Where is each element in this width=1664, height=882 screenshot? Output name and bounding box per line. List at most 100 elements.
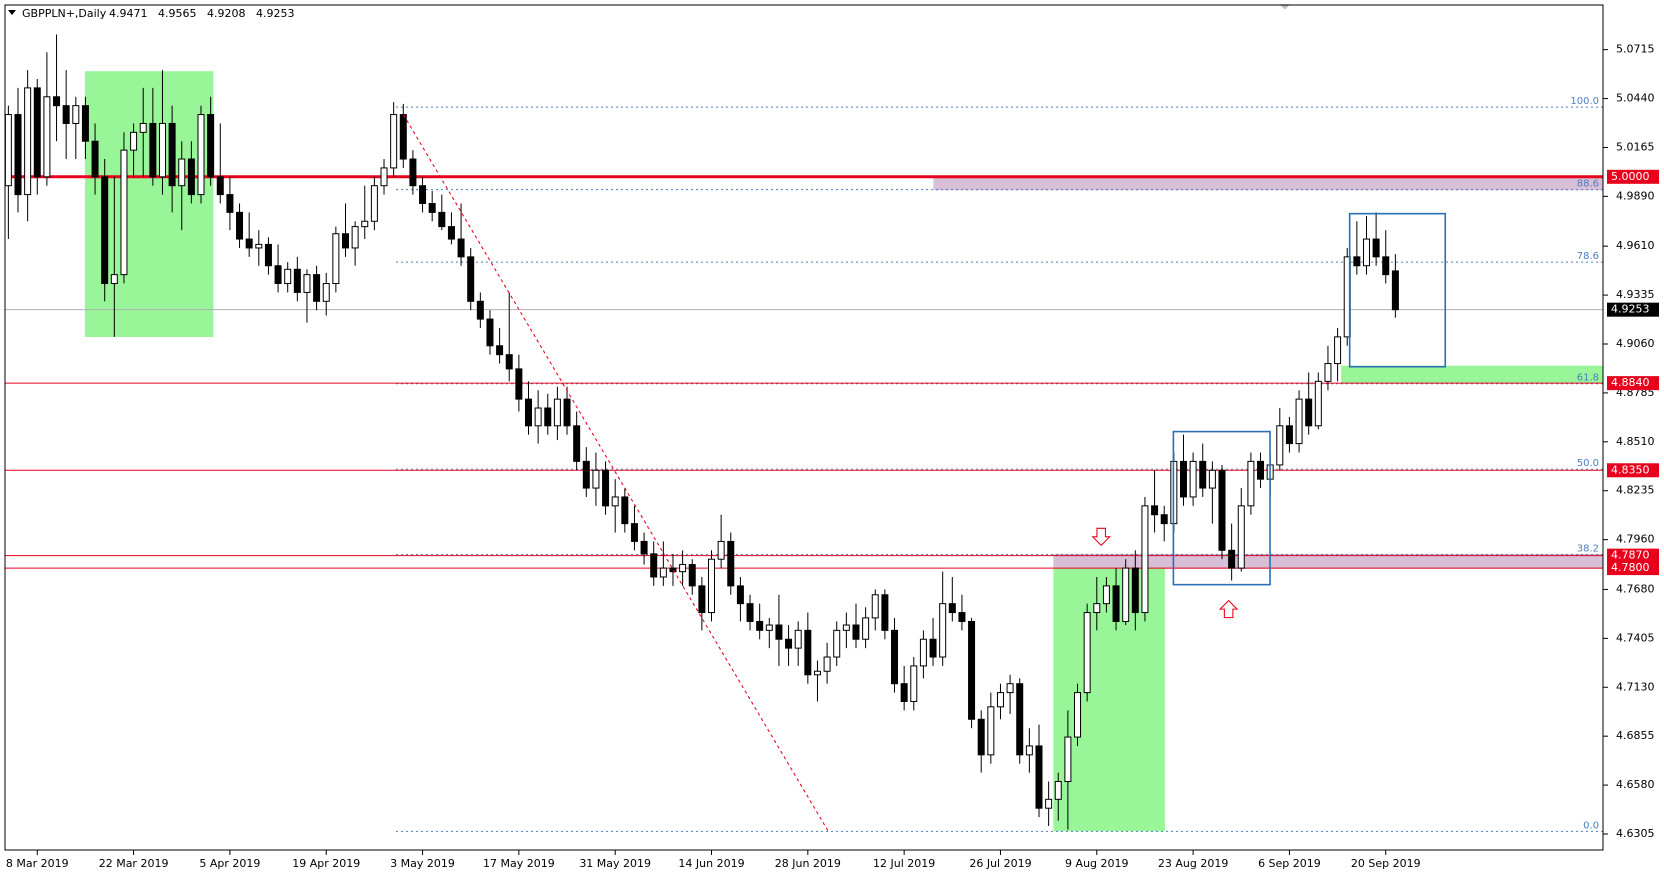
candle-body — [351, 226, 359, 249]
x-tick-label: 17 May 2019 — [483, 857, 555, 870]
candle-body — [1131, 567, 1139, 614]
candle-body — [602, 469, 610, 507]
y-tick-label: 4.6305 — [1616, 827, 1655, 840]
candle-body — [313, 274, 321, 302]
candle-body — [1035, 745, 1043, 809]
candle-body — [939, 603, 947, 658]
candle-body — [968, 620, 976, 720]
candle-body — [688, 564, 696, 587]
level-label: 5.0000 — [1611, 170, 1650, 183]
symbol-title: GBPPLN+,Daily — [22, 7, 107, 20]
candle-body — [1160, 514, 1168, 525]
x-tick-label: 31 May 2019 — [579, 857, 651, 870]
candle-body — [226, 194, 234, 213]
candle-body — [1372, 238, 1380, 258]
candle-body — [1189, 460, 1197, 498]
candle-body — [515, 368, 523, 400]
candle-body — [14, 114, 22, 196]
fib-level-label: 0.0 — [1583, 820, 1599, 831]
level-label-box — [1607, 548, 1659, 563]
level-label-box — [1607, 463, 1659, 478]
x-tick-label: 28 Jun 2019 — [775, 857, 841, 870]
candle-body — [524, 398, 532, 427]
candle-body — [380, 167, 388, 187]
y-tick-label: 4.7960 — [1616, 533, 1655, 546]
candle-body — [573, 425, 581, 462]
y-tick-label: 5.0440 — [1616, 92, 1655, 105]
plot-frame — [4, 4, 1604, 851]
purple-zone — [1053, 553, 1604, 569]
low-value: 4.9208 — [207, 7, 246, 20]
candle-body — [245, 238, 253, 249]
candle-body — [1141, 505, 1149, 614]
candle-body — [332, 233, 340, 285]
trend-line — [403, 114, 829, 832]
candle-body — [862, 617, 870, 640]
scroll-marker — [1279, 4, 1291, 10]
down-arrow — [1091, 527, 1111, 547]
candle-body — [1064, 736, 1072, 783]
candle-body — [958, 612, 966, 622]
header-triangle — [8, 10, 16, 15]
candle-body — [987, 706, 995, 756]
candle-body — [833, 629, 841, 658]
candle-body — [1054, 781, 1062, 800]
x-tick-label: 12 Jul 2019 — [873, 857, 935, 870]
candle-body — [341, 233, 349, 249]
candle-body — [120, 149, 128, 276]
blue-box — [1348, 212, 1447, 368]
candle-body — [236, 211, 244, 240]
level-label-box — [1607, 169, 1659, 184]
candle-body — [679, 564, 687, 573]
up-arrow — [1218, 599, 1239, 619]
candle-body — [1025, 745, 1033, 756]
candle-body — [544, 407, 552, 427]
candle-body — [765, 624, 773, 631]
y-tick-label: 4.8235 — [1616, 484, 1655, 497]
candle-body — [187, 158, 195, 196]
x-tick-label: 23 Aug 2019 — [1158, 857, 1228, 870]
candle-body — [457, 238, 465, 258]
candle-body — [650, 553, 658, 578]
candle-body — [81, 105, 89, 142]
y-tick-label: 5.0715 — [1616, 43, 1655, 56]
candle-body — [727, 540, 735, 587]
candle-body — [1314, 380, 1322, 427]
x-tick-label: 20 Sep 2019 — [1351, 857, 1421, 870]
candle-body — [852, 624, 860, 640]
candle-body — [24, 87, 32, 196]
y-tick-label: 4.9890 — [1616, 189, 1655, 202]
candle-body — [72, 105, 80, 124]
candle-body — [794, 629, 802, 649]
purple-zone — [933, 176, 1604, 191]
candle-body — [1093, 603, 1101, 614]
candle-body — [33, 87, 41, 178]
x-tick-label: 8 Mar 2019 — [6, 857, 69, 870]
candle-body — [977, 718, 985, 756]
candle-body — [910, 665, 918, 702]
candle-body — [264, 243, 272, 267]
candle-body — [361, 220, 369, 228]
drawings — [403, 4, 1447, 832]
y-tick-label: 4.9335 — [1616, 288, 1655, 301]
open-value: 4.9471 — [109, 7, 148, 20]
x-tick-label: 22 Mar 2019 — [99, 857, 169, 870]
candle-body — [842, 624, 850, 631]
candle-body — [1324, 363, 1332, 382]
candle-body — [149, 122, 157, 178]
candle-body — [476, 300, 484, 320]
candle-body — [871, 594, 879, 619]
candle-body — [101, 176, 109, 285]
candle-body — [775, 624, 783, 640]
candle-body — [756, 620, 764, 631]
fib-level-label: 50.0 — [1577, 458, 1599, 469]
candle-body — [1237, 505, 1245, 569]
x-tick-label: 9 Aug 2019 — [1065, 857, 1128, 870]
candle-body — [1208, 469, 1216, 489]
fib-level-label: 61.8 — [1577, 373, 1599, 384]
candle-body — [168, 122, 176, 187]
candle-body — [419, 185, 427, 204]
candle-body — [390, 114, 398, 169]
fib-level-label: 88.6 — [1577, 179, 1599, 190]
